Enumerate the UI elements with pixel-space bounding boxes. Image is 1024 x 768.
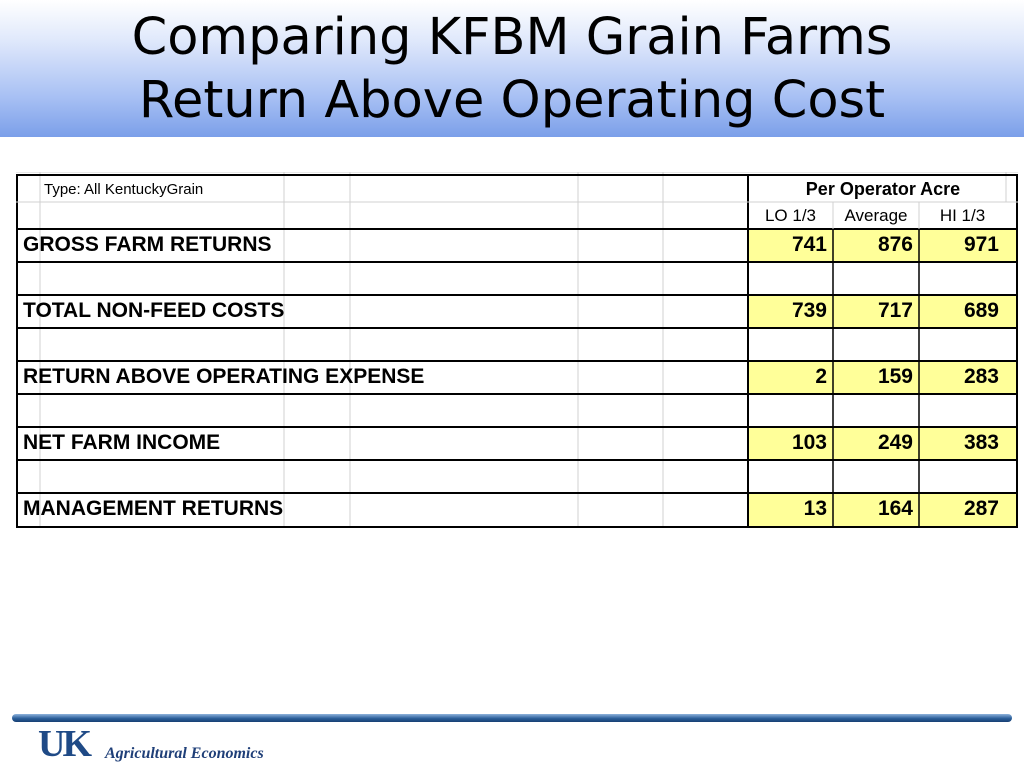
footer-bar <box>12 714 1012 722</box>
title-band <box>0 0 1024 137</box>
value-hi: 971 <box>963 233 999 256</box>
value-highlights <box>748 229 1017 526</box>
value-cell-highlight <box>833 427 919 460</box>
column-header-hi: HI 1/3 <box>939 206 986 225</box>
value-column-borders <box>832 229 920 527</box>
row-label: MANAGEMENT RETURNS <box>23 497 284 520</box>
uk-logo: UK <box>38 723 92 765</box>
heavy-borders <box>16 174 1018 528</box>
value-cell-highlight <box>919 229 1017 262</box>
value-cell-highlight <box>919 361 1017 394</box>
title-line-2: Return Above Operating Cost <box>138 71 886 130</box>
value-average: 876 <box>877 233 913 256</box>
value-average: 164 <box>877 497 913 520</box>
value-lo: 103 <box>791 431 827 454</box>
row-label: GROSS FARM RETURNS <box>23 233 272 256</box>
faint-grid <box>16 172 1018 527</box>
value-lo: 741 <box>791 233 827 256</box>
value-hi: 689 <box>963 299 999 322</box>
value-hi: 283 <box>963 365 999 388</box>
value-cell-highlight <box>919 427 1017 460</box>
department-name: Agricultural Economics <box>105 745 264 762</box>
value-hi: 287 <box>963 497 999 520</box>
value-cell-highlight <box>748 493 833 526</box>
type-label: Type: All KentuckyGrain <box>44 181 204 198</box>
value-cell-highlight <box>833 295 919 328</box>
value-cell-highlight <box>919 295 1017 328</box>
row-label: TOTAL NON-FEED COSTS <box>23 299 285 322</box>
column-header-average: Average <box>844 206 908 225</box>
value-cell-highlight <box>833 361 919 394</box>
per-operator-acre-header: Per Operator Acre <box>805 179 961 199</box>
value-cell-highlight <box>833 229 919 262</box>
value-cell-highlight <box>833 493 919 526</box>
value-cell-highlight <box>748 295 833 328</box>
comparison-table: Type: All KentuckyGrain Per Operator Acr… <box>16 172 1018 528</box>
slide-title: Comparing KFBM Grain Farms Return Above … <box>0 6 1024 132</box>
column-header-lo: LO 1/3 <box>764 206 817 225</box>
value-cell-highlight <box>748 427 833 460</box>
table-grid <box>16 172 1018 528</box>
row-label: RETURN ABOVE OPERATING EXPENSE <box>23 365 425 388</box>
value-cell-highlight <box>748 229 833 262</box>
value-cell-highlight <box>748 361 833 394</box>
value-average: 249 <box>877 431 913 454</box>
value-lo: 739 <box>791 299 827 322</box>
header-subgrid <box>16 201 1018 229</box>
value-hi: 383 <box>963 431 999 454</box>
title-line-1: Comparing KFBM Grain Farms <box>131 8 893 67</box>
row-label: NET FARM INCOME <box>23 431 221 454</box>
value-cell-highlight <box>919 493 1017 526</box>
value-average: 717 <box>877 299 913 322</box>
value-average: 159 <box>877 365 913 388</box>
value-lo: 2 <box>815 365 827 388</box>
value-lo: 13 <box>803 497 827 520</box>
